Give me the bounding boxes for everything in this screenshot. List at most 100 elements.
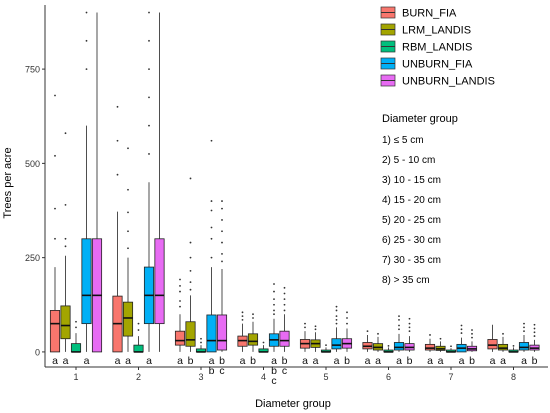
outlier-point xyxy=(200,341,202,344)
y-axis-ticks: 0 250 500 750 xyxy=(25,65,45,357)
x-tick-label: 7 xyxy=(448,372,453,382)
y-tick-label: 750 xyxy=(25,65,40,75)
outlier-point xyxy=(221,230,223,233)
letter-LRM_LANDIS-5: a xyxy=(313,355,319,367)
outlier-point xyxy=(283,303,286,306)
outlier-point xyxy=(210,226,213,229)
outlier-point xyxy=(366,330,369,333)
outlier-point xyxy=(314,328,317,331)
outlier-point xyxy=(471,336,473,339)
box-UNBURN_FIA-8 xyxy=(518,322,530,352)
outlier-point xyxy=(335,322,338,325)
plot-marks xyxy=(49,11,540,353)
box-UNBURN_LANDIS-5 xyxy=(341,311,353,352)
y-tick-label: 500 xyxy=(25,159,40,169)
box-UNBURN_LANDIS-2 xyxy=(154,12,165,352)
outlier-point xyxy=(273,303,275,306)
outlier-point xyxy=(471,332,473,335)
outlier-point xyxy=(262,341,265,344)
outlier-point xyxy=(283,286,286,289)
outlier-point xyxy=(398,318,400,321)
box-UNBURN_LANDIS-7 xyxy=(466,329,478,352)
letter-UNBURN_FIA-4: b xyxy=(271,365,277,377)
outlier-point xyxy=(148,39,150,42)
box-LRM_LANDIS-1 xyxy=(60,132,71,352)
outlier-point xyxy=(283,292,286,295)
box-RBM_LANDIS-2 xyxy=(133,322,144,353)
outlier-point xyxy=(75,320,77,323)
box-RBM_LANDIS-4 xyxy=(258,341,269,353)
box-BURN_FIA-4 xyxy=(237,311,248,352)
outlier-point xyxy=(408,317,411,320)
outlier-point xyxy=(273,283,275,285)
box-iqr xyxy=(247,333,259,346)
box-iqr xyxy=(174,330,186,346)
outlier-point xyxy=(241,311,244,314)
box-iqr xyxy=(185,321,196,347)
box-UNBURN_FIA-7 xyxy=(456,324,467,353)
box-iqr xyxy=(154,238,165,325)
letter-UNBURN_FIA-1: a xyxy=(84,355,90,367)
box-iqr xyxy=(487,339,498,350)
annotation-item: 6) 25 - 30 cm xyxy=(382,235,441,246)
outlier-point xyxy=(335,318,338,321)
box-BURN_FIA-7 xyxy=(424,334,436,352)
outlier-point xyxy=(179,278,181,281)
outlier-point xyxy=(221,241,223,244)
outlier-point xyxy=(189,269,192,272)
legend: BURN_FIA LRM_LANDIS RBM_LANDIS UNBURN_FIA UN… xyxy=(380,6,495,88)
outlier-point xyxy=(75,326,77,329)
letter-BURN_FIA-4: a xyxy=(240,355,246,367)
outlier-point xyxy=(54,237,56,240)
outlier-point xyxy=(200,337,202,340)
outlier-point xyxy=(314,325,317,328)
outlier-point xyxy=(273,290,275,293)
outlier-point xyxy=(512,344,515,347)
annotation-title: Diameter group xyxy=(382,113,458,125)
box-BURN_FIA-1 xyxy=(49,94,61,353)
box-RBM_LANDIS-5 xyxy=(320,344,332,353)
outlier-point xyxy=(179,300,181,302)
outlier-point xyxy=(460,324,463,327)
letter-UNBURN_FIA-5: a xyxy=(334,355,340,367)
outlier-point xyxy=(533,323,536,326)
x-tick-label: 2 xyxy=(136,372,141,382)
outlier-point xyxy=(408,326,411,329)
box-iqr xyxy=(216,314,228,351)
outlier-point xyxy=(210,200,213,202)
outlier-point xyxy=(210,209,213,212)
outlier-point xyxy=(502,332,504,335)
box-UNBURN_FIA-1 xyxy=(81,11,92,352)
box-BURN_FIA-5 xyxy=(299,322,311,352)
box-RBM_LANDIS-3 xyxy=(195,337,207,353)
box-iqr xyxy=(206,314,217,353)
outlier-point xyxy=(335,309,338,312)
outlier-point xyxy=(85,11,88,14)
legend-label: BURN_FIA xyxy=(402,8,457,20)
box-BURN_FIA-8 xyxy=(487,324,498,352)
outlier-point xyxy=(283,298,286,301)
annotation-item: 3) 10 - 15 cm xyxy=(382,175,441,186)
letter-LRM_LANDIS-1: a xyxy=(63,355,69,367)
outlier-point xyxy=(210,139,213,142)
outlier-point xyxy=(127,230,129,233)
outlier-point xyxy=(283,309,286,312)
outlier-point xyxy=(148,68,150,71)
box-BURN_FIA-2 xyxy=(112,105,123,353)
box-UNBURN_LANDIS-6 xyxy=(404,317,415,352)
legend-label: UNBURN_FIA xyxy=(402,59,473,71)
outlier-point xyxy=(179,290,181,293)
box-RBM_LANDIS-7 xyxy=(445,345,457,353)
box-RBM_LANDIS-8 xyxy=(508,344,519,353)
outlier-point xyxy=(241,315,244,317)
outlier-point xyxy=(221,200,223,202)
outlier-point xyxy=(273,313,275,316)
letter-UNBURN_FIA-6: a xyxy=(396,355,402,367)
outlier-point xyxy=(116,173,119,176)
outlier-point xyxy=(64,203,67,206)
outlier-point xyxy=(148,124,150,127)
legend-label: UNBURN_LANDIS xyxy=(402,76,495,88)
letter-UNBURN_LANDIS-5: b xyxy=(344,355,350,367)
x-tick-label: 6 xyxy=(386,372,391,382)
